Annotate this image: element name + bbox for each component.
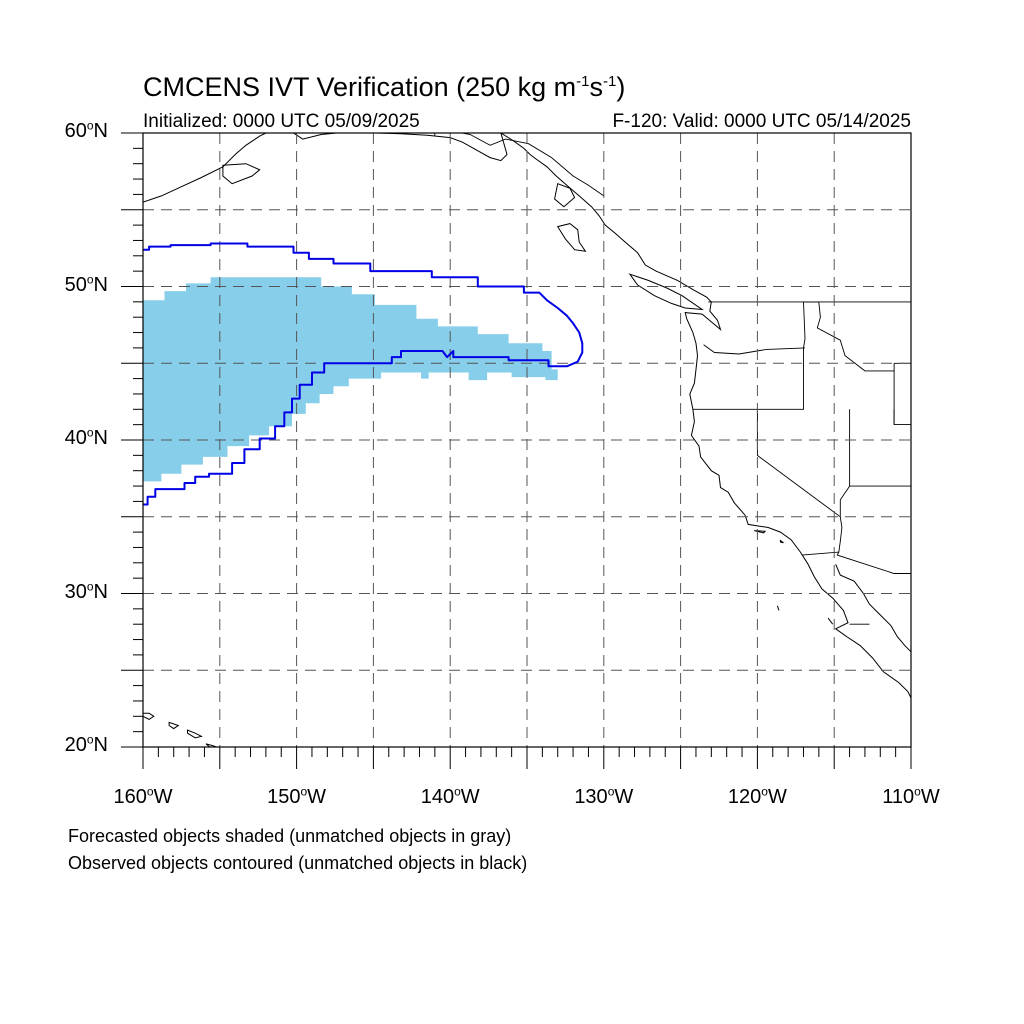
lat-label: 30oN	[64, 578, 108, 603]
coastline-gulf	[835, 564, 911, 653]
valid-time: F-120: Valid: 0000 UTC 05/14/2025	[612, 111, 911, 132]
lon-label: 120oW	[727, 784, 787, 808]
coastline-alaska	[143, 133, 508, 203]
island-outline	[168, 721, 180, 730]
lon-label: 130oW	[574, 784, 634, 808]
forecast-object-shading	[143, 277, 558, 482]
political-border	[838, 516, 843, 553]
lat-label: 50oN	[64, 271, 108, 296]
observed-object-contour	[143, 242, 584, 506]
political-border	[893, 409, 911, 426]
island-outline	[754, 530, 767, 534]
legend-note-forecast: Forecasted objects shaded (unmatched obj…	[68, 826, 512, 846]
political-border	[462, 133, 605, 197]
lon-label: 140oW	[420, 784, 480, 808]
lat-label: 40oN	[64, 425, 108, 449]
lat-label: 20oN	[64, 732, 108, 756]
island-outline	[554, 183, 576, 208]
island-outline	[187, 729, 203, 739]
political-border	[756, 409, 841, 518]
island-outline	[776, 605, 780, 611]
island-outline	[827, 617, 834, 625]
island-outline	[143, 712, 155, 720]
lon-label: 150oW	[267, 784, 327, 808]
lon-label: 110oW	[882, 784, 940, 808]
island-outline	[222, 163, 261, 185]
political-border	[703, 344, 806, 355]
island-outline	[628, 273, 704, 311]
island-outline	[556, 223, 587, 252]
lat-label: 60oN	[64, 118, 108, 142]
political-border	[803, 301, 895, 372]
legend-note-observed: Observed objects contoured (unmatched ob…	[68, 853, 528, 873]
lon-label: 160oW	[113, 784, 173, 808]
political-border	[839, 409, 851, 517]
political-border	[692, 301, 806, 410]
initialized-time: Initialized: 0000 UTC 05/09/2025	[143, 111, 420, 132]
island-outline	[779, 539, 784, 544]
map-title: CMCENS IVT Verification (250 kg m-1s-1)	[143, 72, 626, 102]
political-border	[801, 551, 911, 574]
coastline-west	[500, 133, 911, 699]
